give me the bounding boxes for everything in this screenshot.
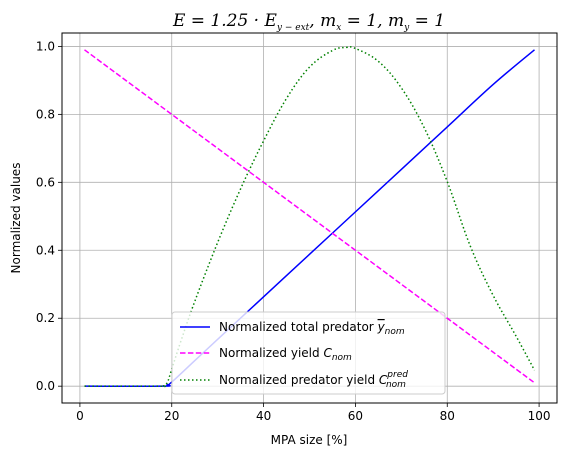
- legend-box: [171, 311, 446, 395]
- legend-label-yield: Normalized yield Cnom: [219, 346, 352, 363]
- y-tick-label: 0.6: [36, 175, 55, 189]
- x-axis-label: MPA size [%]: [271, 433, 348, 447]
- predator-yield-line: [84, 46, 536, 388]
- y-tick-label: 0.2: [36, 311, 55, 325]
- y-tick-label: 0.4: [36, 243, 55, 257]
- y-tick-label: 0.0: [36, 379, 55, 393]
- legend-label-predator-yield: Normalized predator yield Cpred nom: [219, 370, 408, 390]
- x-tick-label: 0: [76, 409, 84, 423]
- x-tick-label: 80: [440, 409, 455, 423]
- plot-lines: [84, 46, 536, 388]
- legend-label-total-predator: Normalized total predator ynom: [219, 320, 405, 337]
- y-axis-label: Normalized values: [9, 163, 23, 274]
- x-tick-label: 60: [348, 409, 363, 423]
- axes-frame: [61, 32, 558, 404]
- yield-line: [84, 49, 535, 384]
- chart-title: E = 1.25 · Ey − ext, mx = 1, my = 1: [172, 11, 445, 33]
- ticks: 0 20 40 60 80 100 0.0 0.2 0.4 0.6 0.8 1.0: [36, 39, 551, 423]
- x-tick-label: 100: [528, 409, 551, 423]
- x-tick-label: 40: [256, 409, 271, 423]
- y-tick-label: 0.8: [36, 107, 55, 121]
- y-tick-label: 1.0: [36, 39, 55, 53]
- x-tick-label: 20: [164, 409, 179, 423]
- legend: Normalized total predator ynom Normalize…: [171, 311, 446, 395]
- total-predator-line: [84, 49, 535, 388]
